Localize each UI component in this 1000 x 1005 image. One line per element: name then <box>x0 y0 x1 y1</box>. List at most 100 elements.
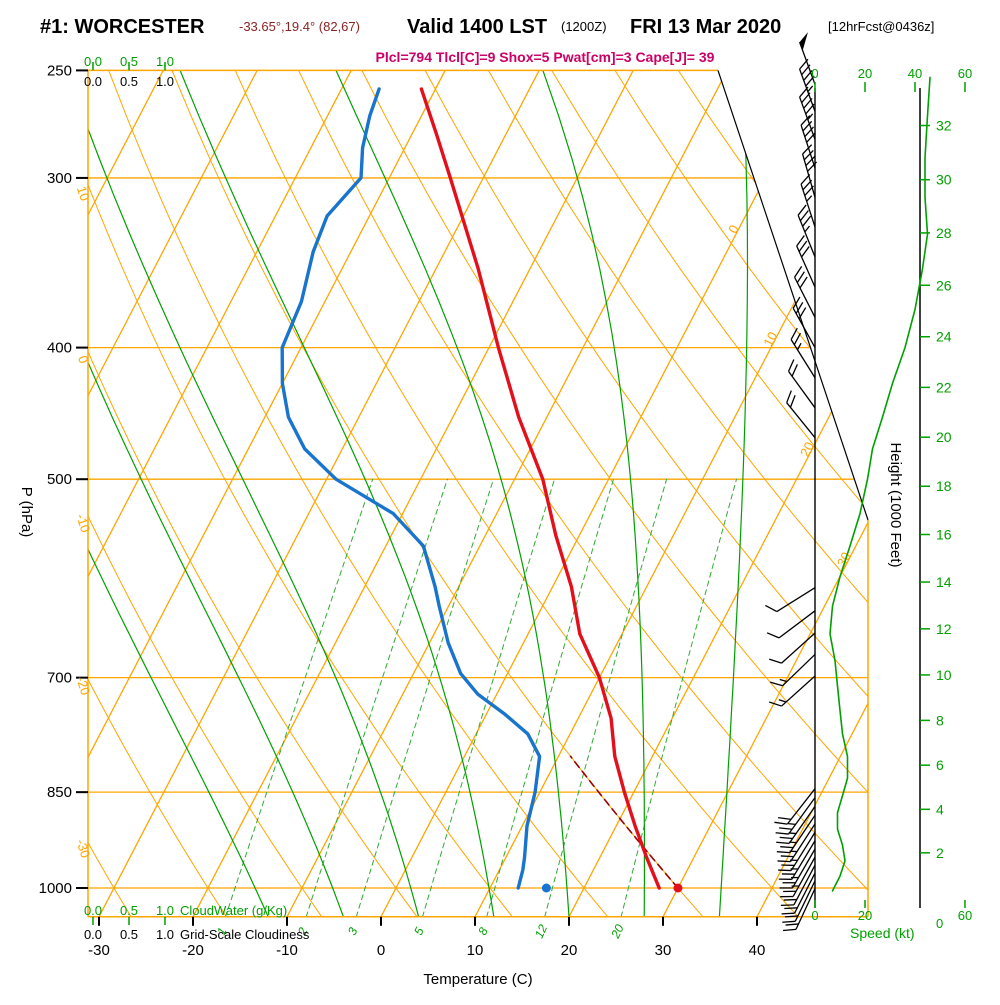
height-tick-label: 26 <box>936 277 952 293</box>
plot-frame <box>88 70 868 916</box>
dry-adiabat-label: -10 <box>73 512 93 535</box>
wind-barb-feather <box>777 852 790 853</box>
pressure-tick-label: 400 <box>47 340 72 357</box>
speed-tick-label-top: 20 <box>858 66 872 81</box>
wind-barb-feather <box>798 205 806 215</box>
pressure-tick-label: 1000 <box>39 880 72 897</box>
wind-barb-feather <box>802 93 810 103</box>
wind-barb-feather <box>785 916 798 917</box>
cloudiness-scale-bot-0: 0.0 <box>84 927 102 942</box>
valid-zulu: (1200Z) <box>561 19 607 34</box>
wind-barb-half-feather <box>789 833 796 834</box>
wind-barb-feather <box>774 822 787 824</box>
wind-barb-feather <box>797 235 805 246</box>
wind-barb-feather <box>769 702 781 706</box>
mixing-ratio-label: 3 <box>345 925 361 937</box>
wind-barb-half-feather <box>805 226 810 232</box>
wind-barb-staff <box>777 588 815 612</box>
wind-barb-feather <box>779 828 792 829</box>
wind-barb-feather <box>782 913 795 914</box>
cloudiness-scale-bot-2: 1.0 <box>156 927 174 942</box>
parcel-path <box>571 756 678 888</box>
temperature-tick-label: 0 <box>377 942 385 959</box>
wind-barb-feather <box>800 59 808 69</box>
pressure-tick-label: 300 <box>47 170 72 187</box>
wind-barb-feather <box>780 837 793 838</box>
temperature-tick-label: 10 <box>467 942 484 959</box>
isotherm-line <box>381 70 821 916</box>
wind-barb-feather <box>789 360 794 372</box>
temperature-tick-label: 40 <box>749 942 766 959</box>
wind-barb-staff <box>801 125 815 168</box>
wind-barb-feather <box>780 847 793 848</box>
speed-tick-label-top: 60 <box>958 66 972 81</box>
isotherm-line <box>475 70 915 916</box>
wind-barb-feather <box>801 174 810 184</box>
height-tick-label: 18 <box>936 478 952 494</box>
mixing-ratio-label: 12 <box>532 922 550 940</box>
mixing-ratio-line <box>306 479 447 917</box>
isotherm-line <box>0 70 257 916</box>
mixing-ratio-line <box>356 479 493 917</box>
mixing-ratio-label: 20 <box>608 922 627 941</box>
dry-adiabat <box>742 70 1000 916</box>
temperature-tick-label: -10 <box>276 942 298 959</box>
station-coords: -33.65°,19.4° (82,67) <box>239 19 360 34</box>
temperature-tick-label: 30 <box>655 942 672 959</box>
wind-barb-feather <box>767 633 779 638</box>
valid-date: FRI 13 Mar 2020 <box>630 16 781 38</box>
cloudiness-label: Grid-Scale Cloudiness <box>180 927 310 942</box>
wind-barb-feather <box>784 908 797 909</box>
mixing-ratio-label: 8 <box>475 925 491 937</box>
wind-barb-feather <box>802 246 810 257</box>
pressure-tick-label: 250 <box>47 62 72 79</box>
axis-ticks <box>76 62 757 926</box>
stability-params: Plcl=794 Tlcl[C]=9 Shox=5 Pwat[cm]=3 Cap… <box>376 49 715 65</box>
wind-barb-feather <box>787 391 792 403</box>
wind-barb-feather <box>802 65 810 75</box>
wind-barb-feather <box>803 216 811 226</box>
height-zero-label: 0 <box>936 916 943 931</box>
height-tick-label: 14 <box>936 574 952 590</box>
speed-tick-label-bottom: 60 <box>958 908 972 923</box>
wind-barb-staff <box>791 340 815 378</box>
cloudiness-scale-bot-1: 0.5 <box>120 927 138 942</box>
cloudiness-scale-top-1: 0.5 <box>120 74 138 89</box>
wind-barb-feather <box>778 818 791 820</box>
wind-barb-feather <box>800 87 808 97</box>
wind-speed-curve <box>830 77 930 891</box>
wind-barb-feather <box>791 328 797 339</box>
cloudwater-scale-top-0: 0.0 <box>84 54 102 69</box>
cloudwater-scale-top-1: 0.5 <box>120 54 138 69</box>
isotherm-line <box>757 70 1000 916</box>
wind-barb-feather <box>792 364 797 376</box>
temperature-tick-label: -20 <box>182 942 204 959</box>
temperature-tick-label: -30 <box>88 942 110 959</box>
height-tick-label: 20 <box>936 429 952 445</box>
wind-barb-feather <box>781 856 794 857</box>
pressure-tick-label: 500 <box>47 471 72 488</box>
wind-barb-half-feather <box>808 86 813 92</box>
mixing-ratio-label: 5 <box>411 925 427 937</box>
mixing-ratio-line <box>487 479 614 917</box>
wind-barb-feather <box>776 842 789 843</box>
wind-barb-feather <box>800 277 807 288</box>
moist-adiabat <box>719 70 747 916</box>
isotherm-label: 20 <box>797 439 817 459</box>
wind-barb-feather <box>797 272 804 283</box>
isotherm-label: 10 <box>760 329 780 349</box>
wind-barb-flag <box>800 32 808 50</box>
surface-temp-dot <box>673 884 682 893</box>
cloudwater-scale-top-2: 1.0 <box>156 54 174 69</box>
station-title: #1: WORCESTER <box>40 16 205 38</box>
cloudwater-scale-bot-1: 0.5 <box>120 903 138 918</box>
cloudiness-scale-top-2: 1.0 <box>156 74 174 89</box>
speed-tick-label-top: 40 <box>908 66 922 81</box>
speed-tick-label-top: 0 <box>811 66 818 81</box>
wind-barb-half-feather <box>789 842 796 843</box>
dry-adiabat <box>488 70 1000 916</box>
wind-barb-staff <box>787 403 815 438</box>
